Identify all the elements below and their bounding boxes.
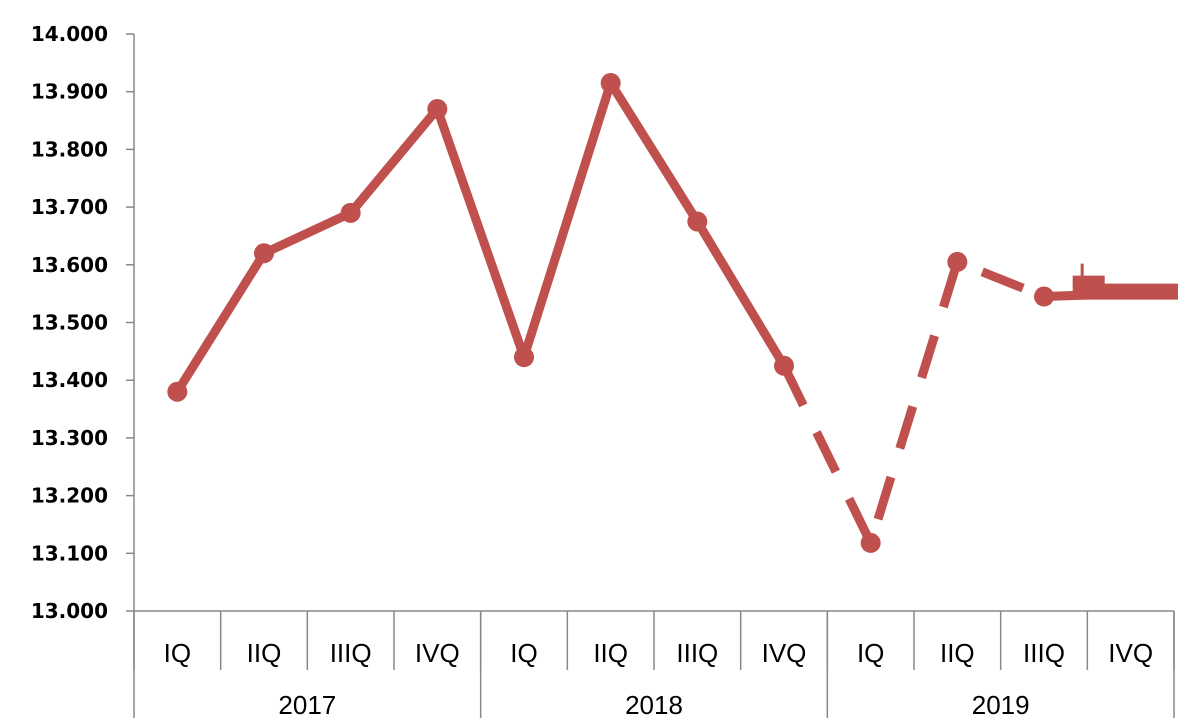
ship-hull <box>1072 283 1178 300</box>
y-tick-label: 13.300 <box>31 426 108 450</box>
data-point <box>947 251 968 272</box>
x-tick-label: IIQ <box>940 638 975 668</box>
y-tick-label: 14.000 <box>31 22 108 46</box>
ship-icon <box>1072 263 1178 300</box>
x-group-label: 2017 <box>278 690 336 718</box>
x-tick-label: IIQ <box>247 638 282 668</box>
y-tick-label: 13.600 <box>31 253 108 277</box>
x-tick-label: IIIQ <box>330 638 372 668</box>
y-tick-label: 13.200 <box>31 484 108 508</box>
y-tick-label: 13.800 <box>31 137 108 161</box>
x-tick-label: IQ <box>510 638 537 668</box>
y-tick-label: 13.700 <box>31 195 108 219</box>
forecast-series-line <box>779 257 1131 548</box>
y-tick-label: 13.900 <box>31 80 108 104</box>
x-tick-label: IIQ <box>593 638 628 668</box>
y-tick-label: 13.000 <box>31 599 108 623</box>
x-tick-label: IIIQ <box>1023 638 1065 668</box>
data-point <box>514 347 534 368</box>
data-point <box>167 381 188 402</box>
data-point <box>860 532 881 553</box>
ship-mast <box>1080 263 1084 278</box>
data-point <box>600 73 621 94</box>
chart-axes: 13.000 13.100 13.200 13.300 13.400 13.500 13.6… <box>31 22 1175 718</box>
y-tick-label: 13.400 <box>31 368 108 392</box>
x-tick-label: IVQ <box>1108 638 1153 668</box>
x-group-label: 2018 <box>625 690 683 718</box>
data-point <box>340 202 361 223</box>
x-tick-label: IQ <box>857 638 884 668</box>
data-point <box>687 211 708 232</box>
data-point <box>254 243 274 264</box>
y-tick-label: 13.100 <box>31 541 108 565</box>
x-tick-label: IVQ <box>415 638 460 668</box>
x-tick-label: IQ <box>164 638 191 668</box>
data-point <box>1034 286 1054 307</box>
data-point <box>427 99 448 120</box>
x-group-label: 2019 <box>972 690 1030 718</box>
x-tick-label: IIIQ <box>676 638 718 668</box>
series-layer <box>167 73 1131 553</box>
ship-cabin <box>1072 275 1105 286</box>
x-tick-label: IVQ <box>762 638 807 668</box>
y-tick-label: 13.500 <box>31 311 108 335</box>
actual-series-line <box>173 78 788 395</box>
